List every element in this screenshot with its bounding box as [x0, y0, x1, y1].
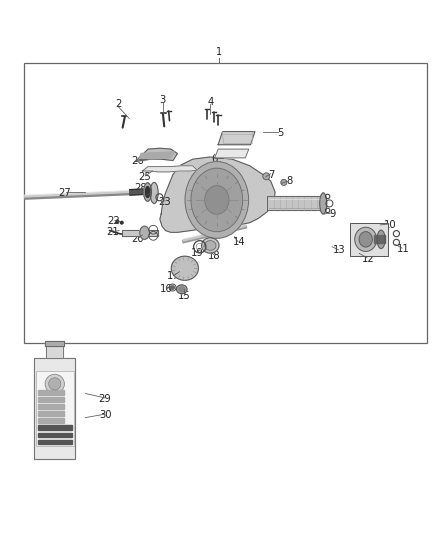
Text: 14: 14: [233, 237, 245, 247]
Polygon shape: [218, 132, 255, 145]
Circle shape: [263, 173, 270, 180]
Text: 27: 27: [58, 188, 71, 198]
Bar: [350, 223, 388, 255]
Polygon shape: [34, 359, 75, 459]
Polygon shape: [38, 405, 64, 409]
Text: 11: 11: [396, 244, 410, 254]
Text: 18: 18: [208, 251, 221, 261]
Ellipse shape: [320, 193, 327, 214]
Polygon shape: [45, 341, 64, 346]
Text: 7: 7: [268, 169, 275, 180]
Bar: [24, 63, 427, 343]
Polygon shape: [160, 157, 275, 232]
Polygon shape: [142, 166, 197, 172]
Text: 28: 28: [135, 183, 147, 192]
Text: 25: 25: [138, 172, 151, 182]
Polygon shape: [215, 149, 249, 158]
Ellipse shape: [355, 227, 377, 252]
Ellipse shape: [145, 187, 150, 198]
Ellipse shape: [144, 183, 152, 201]
Polygon shape: [38, 432, 72, 437]
Polygon shape: [38, 425, 72, 430]
Ellipse shape: [201, 238, 219, 253]
Circle shape: [49, 378, 61, 390]
Text: 1: 1: [216, 47, 222, 57]
Text: 30: 30: [99, 409, 111, 419]
Ellipse shape: [377, 230, 385, 248]
Circle shape: [281, 179, 287, 185]
Text: 9: 9: [330, 209, 336, 219]
Polygon shape: [136, 148, 177, 161]
Text: 21: 21: [106, 228, 120, 237]
Polygon shape: [267, 197, 322, 211]
Text: 22: 22: [107, 216, 120, 226]
Ellipse shape: [150, 182, 158, 204]
Text: 26: 26: [131, 156, 145, 166]
Text: 3: 3: [159, 95, 165, 105]
Ellipse shape: [359, 232, 372, 247]
Circle shape: [120, 221, 123, 224]
Bar: [36, 371, 74, 446]
Text: 23: 23: [158, 197, 170, 207]
Text: 24: 24: [143, 189, 155, 199]
Ellipse shape: [179, 287, 185, 292]
Ellipse shape: [140, 226, 149, 239]
Ellipse shape: [185, 161, 249, 238]
Polygon shape: [374, 235, 385, 243]
Text: 10: 10: [384, 220, 396, 230]
Circle shape: [45, 374, 64, 393]
Polygon shape: [139, 152, 174, 159]
Text: 6: 6: [212, 154, 218, 164]
Text: 29: 29: [99, 394, 112, 404]
Polygon shape: [38, 398, 64, 402]
Text: 12: 12: [361, 254, 374, 264]
Text: 13: 13: [333, 245, 346, 255]
Circle shape: [116, 220, 119, 223]
Polygon shape: [38, 411, 64, 416]
Text: 20: 20: [132, 235, 144, 244]
Text: 5: 5: [277, 128, 283, 138]
Ellipse shape: [191, 168, 243, 232]
Ellipse shape: [205, 185, 229, 214]
Polygon shape: [38, 440, 72, 444]
Ellipse shape: [177, 285, 187, 294]
Polygon shape: [46, 346, 63, 359]
Text: 2: 2: [115, 100, 121, 109]
Ellipse shape: [205, 241, 216, 251]
Polygon shape: [38, 391, 64, 395]
Polygon shape: [122, 230, 158, 236]
Text: 15: 15: [177, 291, 191, 301]
Text: 4: 4: [207, 97, 213, 107]
Text: 8: 8: [286, 176, 292, 186]
Text: 16: 16: [160, 284, 173, 294]
Text: 19: 19: [191, 248, 204, 259]
Circle shape: [171, 286, 174, 289]
Text: 17: 17: [166, 271, 180, 281]
Polygon shape: [38, 418, 64, 423]
Ellipse shape: [171, 256, 198, 280]
